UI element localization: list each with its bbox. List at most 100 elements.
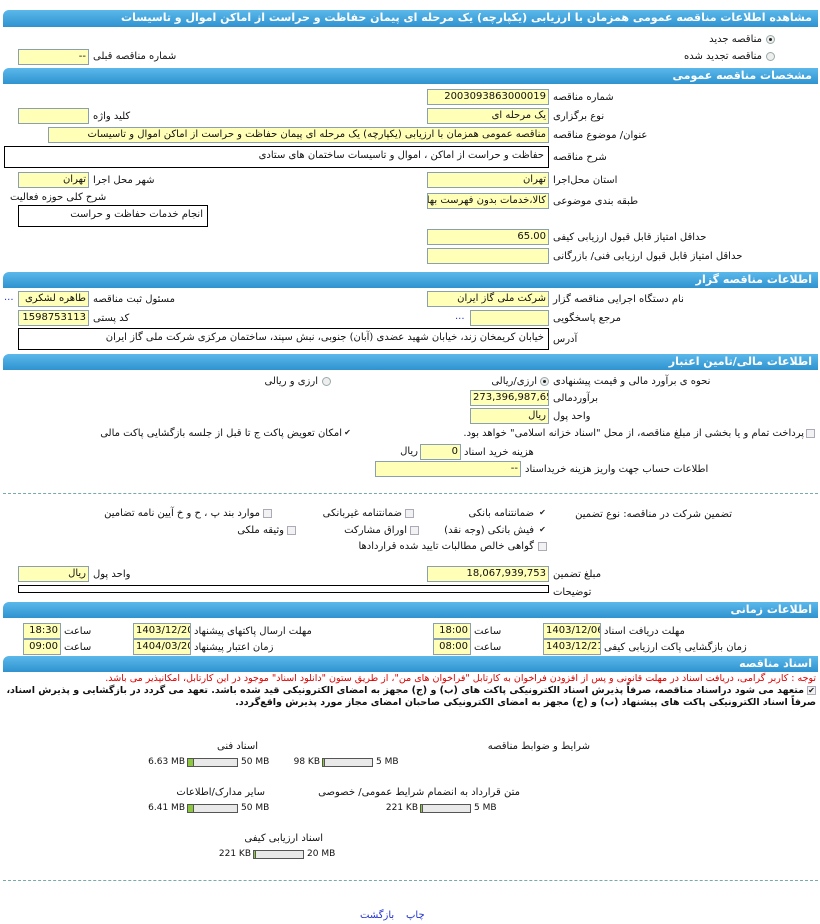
swap-checkbox[interactable]: ✔ [344, 428, 351, 437]
file-progress-fill [188, 805, 195, 812]
commit-text-1: متعهد می شود دراسناد مناقصه، صرفاً پذیرش… [6, 685, 804, 696]
estimate-label: برآوردمالی [553, 393, 598, 404]
documents-text-block: توجه : کاربر گرامی، دریافت اسناد در مهلت… [4, 673, 816, 709]
address-field[interactable]: خیابان کریمخان زند، خیابان شهید عضدی (آب… [18, 328, 549, 350]
notes-field[interactable] [18, 585, 549, 593]
registrar-field[interactable]: طاهره لشکری [18, 291, 89, 307]
time-label: ساعت [474, 642, 502, 653]
file-max: 50 MB [241, 803, 270, 813]
time-label: ساعت [64, 626, 92, 637]
type-label: نوع برگزاری [553, 111, 605, 122]
doc-deadline-time[interactable]: 18:00 [433, 623, 471, 639]
activity-field[interactable]: انجام خدمات حفاظت و حراست [18, 205, 208, 227]
keyword-label: کلید واژه [93, 111, 131, 122]
city-field[interactable]: تهران [18, 172, 89, 188]
time-label: ساعت [474, 626, 502, 637]
guarantee-cash-label: فیش بانکی (وجه نقد) [444, 525, 534, 536]
radio-renewed-tender[interactable] [766, 52, 775, 61]
file-size: 221 KB [218, 849, 251, 859]
method-label: نحوه ی برآورد مالی و قیمت پیشنهادی [553, 376, 711, 387]
file-size: 6.41 MB [148, 803, 185, 813]
doc-cost-field[interactable]: 0 [420, 444, 461, 460]
subject-field[interactable]: مناقصه عمومی همزمان با ارزیابی (یکپارچه)… [48, 127, 549, 143]
radio-both[interactable] [322, 377, 331, 386]
guarantee-nonbank-checkbox[interactable] [405, 509, 414, 518]
guarantee-clause-label: موارد بند پ ، ح و خ آیین نامه تضامین [104, 508, 260, 519]
both-label: ارزی و ریالی [264, 376, 319, 387]
guarantee-bank-checkbox[interactable]: ✔ [539, 508, 546, 517]
guarantee-bonds-checkbox[interactable] [410, 526, 419, 535]
category-label: طبقه بندی موضوعی [553, 196, 639, 207]
file-label: سایر مدارک/اطلاعات [176, 787, 265, 798]
file-progress-bar [420, 804, 471, 813]
doc-cost-unit: ریال [400, 446, 418, 457]
min-quality-field[interactable]: 65.00 [427, 229, 549, 245]
province-field[interactable]: تهران [427, 172, 549, 188]
ref-label: مرجع پاسخگویی [553, 313, 622, 324]
account-label: اطلاعات حساب جهت واریز هزینه خریداسناد [525, 464, 709, 475]
account-field[interactable]: -- [375, 461, 521, 477]
treasury-label: پرداخت تمام و یا بخشی از مبلغ مناقصه، از… [463, 428, 804, 439]
file-progress-bar [322, 758, 373, 767]
validity-date[interactable]: 1404/03/20 [133, 639, 191, 655]
file-progress-bar [253, 850, 304, 859]
submit-time[interactable]: 18:30 [23, 623, 61, 639]
org-field[interactable]: شرکت ملی گاز ایران [427, 291, 549, 307]
notes-label: توضیحات [553, 587, 592, 598]
open-time[interactable]: 08:00 [433, 639, 471, 655]
divider [3, 880, 818, 881]
divider [3, 493, 818, 494]
doc-deadline-date[interactable]: 1403/12/06 [543, 623, 601, 639]
registrar-more-button[interactable]: ... [4, 292, 14, 303]
file-label: متن قرارداد به انضمام شرایط عمومی/ خصوصی [318, 787, 520, 798]
keyword-field[interactable] [18, 108, 89, 124]
currency-field[interactable]: ریال [470, 408, 549, 424]
min-tech-field[interactable] [427, 248, 549, 264]
min-tech-label: حداقل امتیاز قابل قبول ارزیابی فنی/ بازر… [553, 251, 743, 262]
file-progress-fill [254, 851, 256, 858]
ref-more-button[interactable]: ... [455, 311, 465, 322]
open-label: زمان بازگشایی پاکت ارزیابی کیفی [604, 642, 747, 653]
documents-note: توجه : کاربر گرامی، دریافت اسناد در مهلت… [105, 673, 816, 684]
guarantee-bonds-label: اوراق مشارکت [344, 525, 407, 536]
type-field[interactable]: یک مرحله ای [427, 108, 549, 124]
open-date[interactable]: 1403/12/21 [543, 639, 601, 655]
tender-number-field[interactable]: 2003093863000019 [427, 89, 549, 105]
radio-rial[interactable] [540, 377, 549, 386]
back-link[interactable]: بازگشت [360, 910, 395, 921]
validity-time[interactable]: 09:00 [23, 639, 61, 655]
address-label: آدرس [553, 334, 578, 345]
new-tender-label: مناقصه جدید [709, 34, 762, 45]
commit-checkbox: ✔ [807, 686, 816, 695]
radio-new-tender[interactable] [766, 35, 775, 44]
postal-field[interactable]: 1598753113 [18, 310, 89, 326]
min-quality-label: حداقل امتیاز قابل قبول ارزیابی کیفی [553, 232, 707, 243]
guarantee-cash-checkbox[interactable]: ✔ [539, 525, 546, 534]
file-max: 50 MB [241, 757, 270, 767]
submit-label: مهلت ارسال پاکتهای پیشنهاد [194, 626, 312, 637]
tender-number-label: شماره مناقصه [553, 92, 614, 103]
file-size: 221 KB [385, 803, 418, 813]
category-field[interactable]: کالا،خدمات بدون فهرست بها [427, 193, 549, 209]
doc-deadline-label: مهلت دریافت اسناد [604, 626, 685, 637]
file-progress-bar [187, 804, 238, 813]
city-label: شهر محل اجرا [93, 175, 155, 186]
page-title: مشاهده اطلاعات مناقصه عمومی همزمان با ار… [3, 10, 818, 27]
file-progress-fill [323, 759, 325, 766]
prev-number-field[interactable]: -- [18, 49, 89, 65]
description-field[interactable]: حفاظت و حراست از اماکن ، اموال و تاسیسات… [4, 146, 549, 168]
guarantee-clause-checkbox[interactable] [263, 509, 272, 518]
guarantee-property-checkbox[interactable] [287, 526, 296, 535]
guarantee-claims-checkbox[interactable] [538, 542, 547, 551]
guarantee-amount-field[interactable]: 18,067,939,753 [427, 566, 549, 582]
prev-number-label: شماره مناقصه قبلی [93, 51, 177, 62]
file-max: 5 MB [376, 757, 399, 767]
guarantee-currency-field[interactable]: ریال [18, 566, 89, 582]
estimate-field[interactable]: 273,396,987,650 [470, 390, 549, 406]
activity-label: شرح کلی حوزه فعالیت [10, 192, 107, 203]
print-link[interactable]: چاپ [406, 910, 425, 921]
treasury-checkbox[interactable] [806, 429, 815, 438]
ref-field[interactable] [470, 310, 549, 326]
submit-date[interactable]: 1403/12/20 [133, 623, 191, 639]
guarantee-amount-label: مبلغ تضمین [553, 569, 602, 580]
